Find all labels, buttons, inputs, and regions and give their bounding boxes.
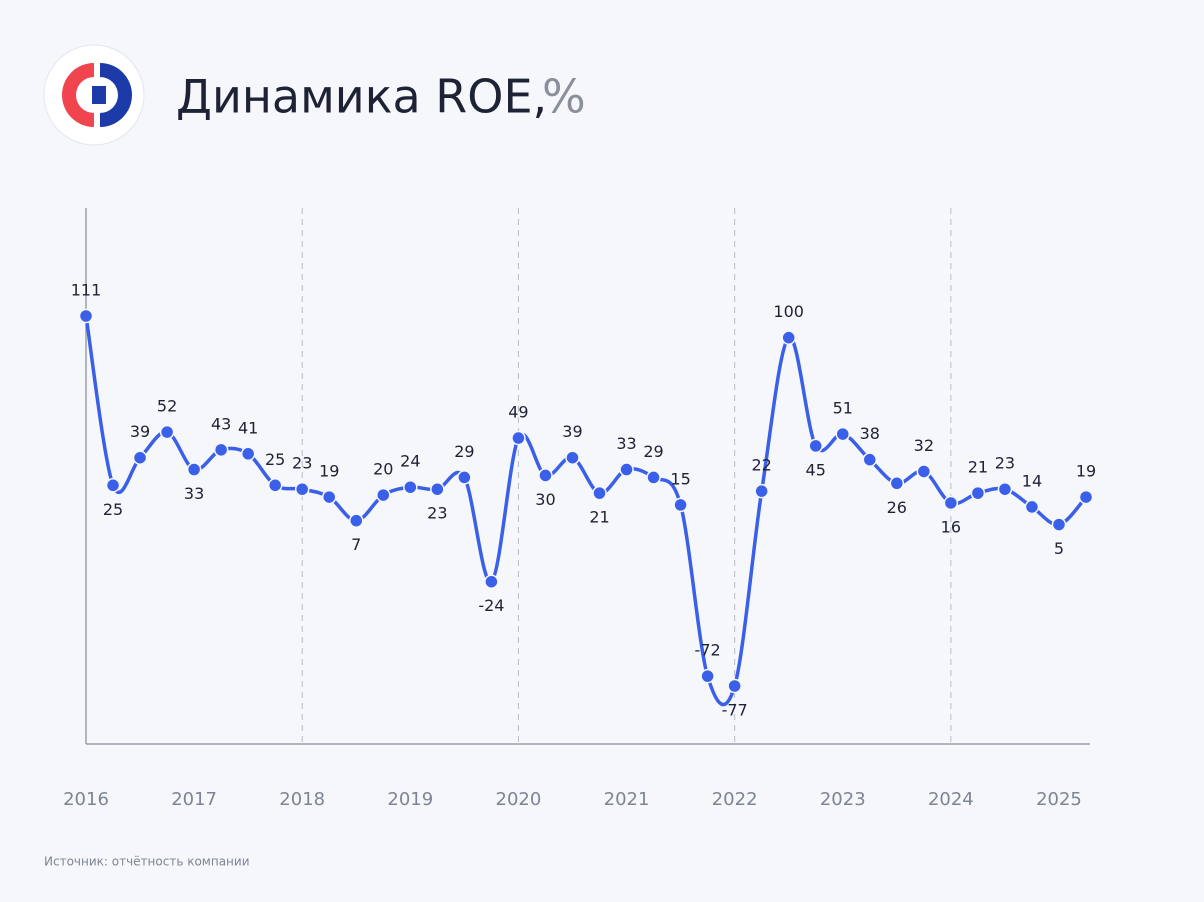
x-tick-label: 2020 [496, 789, 542, 810]
point [754, 483, 769, 499]
point [430, 481, 445, 497]
point [403, 479, 418, 495]
title-unit: % [542, 70, 586, 124]
point [943, 495, 959, 511]
x-tick-label: 2023 [820, 789, 866, 810]
data-label: 30 [535, 490, 555, 509]
data-label: 111 [71, 281, 102, 300]
data-label: 20 [373, 460, 393, 479]
data-label: 49 [508, 403, 528, 422]
data-label: 33 [184, 484, 204, 503]
point [862, 452, 878, 467]
x-tick-label: 2018 [279, 789, 325, 810]
point [1024, 499, 1040, 515]
data-label: 33 [616, 434, 636, 453]
data-label: 43 [211, 414, 231, 433]
data-label: 26 [887, 498, 907, 517]
data-label: 5 [1054, 539, 1064, 558]
point [294, 481, 310, 497]
data-label: 21 [589, 508, 609, 527]
point [78, 308, 94, 324]
x-tick-label: 2017 [171, 789, 217, 810]
point [538, 468, 553, 483]
point [781, 330, 796, 345]
point [565, 450, 580, 465]
point [484, 574, 499, 589]
x-tick-label: 2024 [928, 789, 974, 810]
data-label: -72 [695, 641, 721, 660]
data-label: 41 [238, 418, 258, 437]
point [159, 424, 175, 440]
x-tick-label: 2016 [63, 789, 109, 810]
data-label: 39 [562, 422, 582, 441]
point [457, 470, 472, 485]
point [970, 485, 986, 501]
x-tick-label: 2019 [387, 789, 433, 810]
data-label: 52 [157, 397, 177, 416]
data-label: -24 [478, 596, 504, 615]
point [240, 446, 256, 462]
point [592, 485, 607, 501]
data-label: 25 [103, 500, 123, 519]
point [105, 478, 121, 493]
data-label: 22 [751, 456, 771, 475]
data-label: 38 [860, 424, 880, 443]
point [727, 678, 742, 694]
data-label: 100 [773, 302, 804, 321]
data-label: 51 [833, 399, 853, 418]
data-label: 23 [292, 454, 312, 473]
data-label: 23 [427, 504, 447, 523]
point [619, 462, 634, 477]
point [511, 430, 526, 446]
x-tick-label: 2022 [712, 789, 758, 810]
point [700, 668, 715, 684]
point [186, 462, 202, 477]
data-label: 23 [995, 454, 1015, 473]
data-label: 21 [968, 458, 988, 477]
data-label: 32 [914, 436, 934, 455]
data-label: 19 [319, 462, 339, 481]
point [835, 426, 851, 442]
data-label: 15 [670, 469, 690, 488]
point [1051, 517, 1067, 532]
point [889, 476, 905, 491]
data-label: -77 [722, 701, 748, 720]
data-label: 25 [265, 450, 285, 469]
point [321, 489, 337, 505]
point [1078, 489, 1094, 505]
data-label: 16 [941, 517, 961, 536]
logo [43, 44, 145, 146]
point [267, 478, 283, 493]
point [997, 481, 1013, 497]
line [84, 315, 1088, 707]
point [349, 513, 364, 528]
point [808, 438, 823, 454]
chart-title: Динамика ROE, [176, 70, 547, 124]
data-label: 29 [643, 442, 663, 461]
x-tick-label: 2021 [604, 789, 650, 810]
point [213, 442, 229, 458]
point [132, 450, 148, 465]
data-label: 39 [130, 422, 150, 441]
point [916, 464, 932, 479]
point [646, 470, 661, 485]
data-label: 29 [454, 442, 474, 461]
point [673, 497, 688, 513]
data-label: 14 [1022, 471, 1042, 490]
data-label: 7 [351, 535, 361, 554]
x-tick-label: 2025 [1036, 789, 1082, 810]
data-label: 19 [1076, 462, 1096, 481]
data-label: 24 [400, 452, 420, 471]
point [376, 487, 391, 503]
source: Источник: отчётность компании [44, 855, 250, 869]
data-label: 45 [806, 460, 826, 479]
